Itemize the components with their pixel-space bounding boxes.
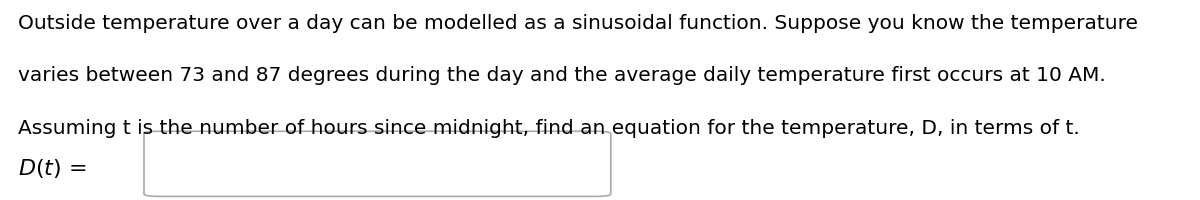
Text: Outside temperature over a day can be modelled as a sinusoidal function. Suppose: Outside temperature over a day can be mo… (18, 14, 1138, 33)
Text: $D(t)$ =: $D(t)$ = (18, 157, 86, 179)
Text: varies between 73 and 87 degrees during the day and the average daily temperatur: varies between 73 and 87 degrees during … (18, 66, 1105, 85)
Text: Assuming t is the number of hours since midnight, find an equation for the tempe: Assuming t is the number of hours since … (18, 118, 1080, 137)
FancyBboxPatch shape (144, 132, 611, 196)
